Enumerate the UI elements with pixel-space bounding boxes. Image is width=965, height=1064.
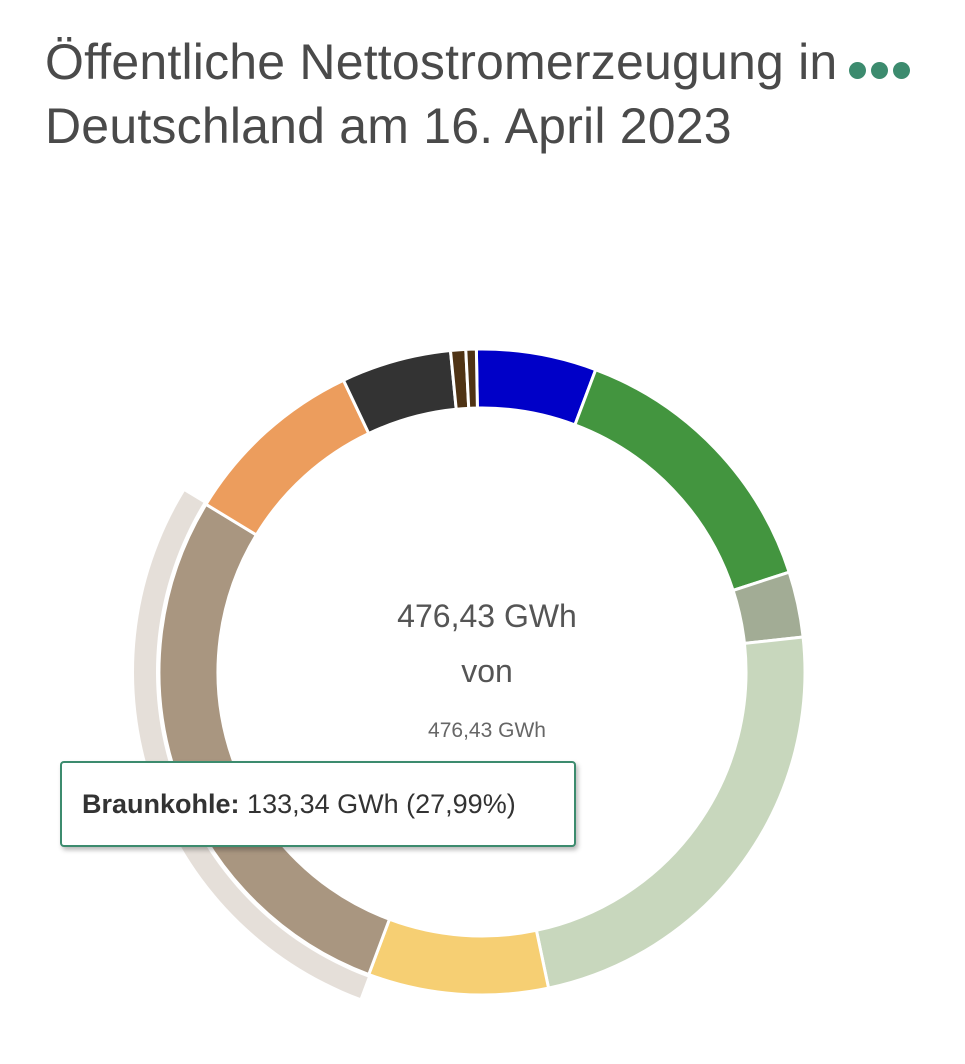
donut-slice-10[interactable]	[464, 347, 479, 410]
tooltip-series-name: Braunkohle:	[82, 788, 240, 819]
donut-slice-4[interactable]	[534, 635, 807, 990]
ellipsis-icon[interactable]	[848, 58, 910, 82]
donut-slice-7[interactable]	[203, 378, 371, 537]
tooltip-value: 133,34 GWh (27,99%)	[247, 788, 516, 819]
menu-dot	[870, 61, 888, 79]
center-total: 476,43 GWh	[428, 719, 546, 742]
page-title: Öffentliche Nettostromerzeugung in Deuts…	[45, 34, 838, 154]
donut-slice-6[interactable]	[157, 502, 392, 977]
slice-tooltip: Braunkohle: 133,34 GWh (27,99%)	[60, 761, 576, 847]
center-separator: von	[461, 653, 513, 689]
menu-dot	[848, 61, 866, 79]
menu-dot	[892, 61, 910, 79]
center-value: 476,43 GWh	[397, 598, 577, 634]
donut-slice-2[interactable]	[573, 367, 792, 593]
donut-slice-5[interactable]	[366, 917, 551, 997]
